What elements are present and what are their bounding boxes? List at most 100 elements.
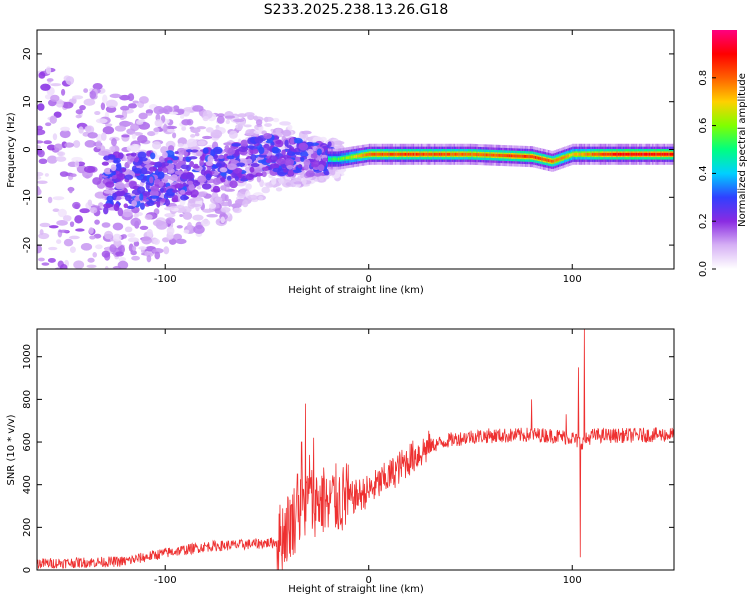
spectrogram-cell [261,186,271,194]
spectrogram-cell [46,144,56,151]
spectrogram-cell [101,250,111,258]
spectrogram-ridge-cell [577,152,579,156]
spectrogram-ridge-cell [516,154,519,158]
spectrogram-cell [37,129,46,136]
spectrogram-cell [305,170,315,178]
spectrogram-ridge-cell [595,152,597,156]
spectrogram-ridge-cell [645,152,648,156]
spectrogram-cell [183,106,195,112]
spectrogram-ridge-cell [391,152,394,156]
spectrogram-ridge-cell [345,156,348,160]
spectrogram-cell [220,178,226,183]
spectrogram-cell [214,196,223,203]
spectrogram-cell [105,181,115,188]
spectrogram-ridge-cell [378,152,381,156]
spectrogram-cell [175,204,185,214]
spectrogram-cell [183,211,190,219]
spectrogram-cell [37,149,45,158]
spectrogram-cell [310,153,318,159]
spectrogram-cell [39,229,44,236]
spectrogram-cell [233,167,243,174]
spectrogram-cell [200,169,207,176]
spectrogram-cell [149,189,159,198]
spectrogram-cell [212,146,223,155]
spectrogram-cell [192,105,204,112]
spectrogram-ridge-cell [526,155,529,158]
spectrogram-cell [120,105,130,111]
spectrogram-cell [84,125,92,132]
spectrogram-cell [255,119,263,126]
spectrogram-ridge-cell [386,152,389,156]
spectrogram-cell [78,126,84,134]
y-tick-label: -10 [22,189,33,205]
spectrogram-ridge-cell [542,157,545,161]
spectrogram-cell [216,155,225,159]
spectrogram-cell [285,182,291,186]
spectrogram-ridge-cell [621,152,623,156]
spectrogram-ridge-cell [544,158,547,162]
spectrogram-ridge-cell [665,152,667,156]
spectrogram-cell [261,171,267,178]
x-tick-label: -100 [154,575,177,586]
spectrogram-cell [245,129,255,136]
spectrogram-cell [124,194,132,202]
spectrogram-cell [238,146,249,153]
spectrogram-cell [48,246,58,251]
spectrogram-cell [231,143,241,147]
spectrogram-ridge-cell [440,152,442,156]
spectrogram-cell [87,132,98,139]
spectrogram-ridge-cell [647,152,649,156]
spectrogram-cell [38,71,46,79]
spectrogram-cell [165,217,176,224]
spectrogram-cell [272,117,280,123]
spectrogram-cell [47,257,56,263]
spectrogram-ridge-cell [375,152,377,156]
spectrogram-cell [86,264,97,268]
spectrogram-cell [158,181,164,187]
spectrogram-cell [118,256,127,262]
spectrogram-cell [298,133,309,140]
spectrogram-cell [47,196,53,204]
spectrogram-ridge-cell [546,158,548,162]
spectrogram-cell [176,225,183,229]
spectrogram-ridge-cell [642,152,644,156]
spectrogram-cell [196,150,203,157]
spectrogram-cell [112,233,122,242]
spectrogram-cell [229,180,238,189]
spectrogram-ridge-cell [661,152,664,156]
spectrogram-cell [313,172,322,177]
spectrogram-ridge-cell [341,157,343,161]
spectrogram-cell [113,157,121,163]
spectrogram-ridge-cell [616,152,618,156]
spectrogram-cell [240,139,248,148]
spectrogram-cell [45,274,55,277]
spectrogram-cell [44,173,49,177]
spectrogram-cell [37,125,43,131]
spectrogram-ridge-cell [495,153,498,157]
spectrogram-cell [179,213,184,218]
spectrogram-cell [38,257,45,262]
spectrogram-cell [220,216,226,224]
spectrogram-cell [52,133,58,141]
spectrogram-ridge-cell [512,154,514,158]
spectrogram-ridge-cell [350,155,353,159]
spectrogram-ridge-cell [365,153,368,157]
spectrogram-ridge-cell [534,156,537,159]
spectrogram-cell [144,250,154,257]
spectrogram-ridge-cell [328,157,330,161]
spectrogram-cell [98,150,111,156]
x-tick-label: 0 [366,575,372,586]
spectrogram-ridge-cell [634,152,636,156]
spectrogram-cell [186,173,195,181]
spectrogram-cell [137,135,148,144]
spectrogram-cell [104,265,109,269]
spectrogram-ridge-cell [355,154,358,158]
spectrogram-cell [175,238,187,245]
spectrogram-ridge-cell [438,152,441,156]
spectrogram-ridge-cell [565,155,568,159]
spectrogram-cell [300,171,305,179]
spectrogram-cell [154,178,160,185]
spectrogram-ridge-cell [603,152,605,156]
